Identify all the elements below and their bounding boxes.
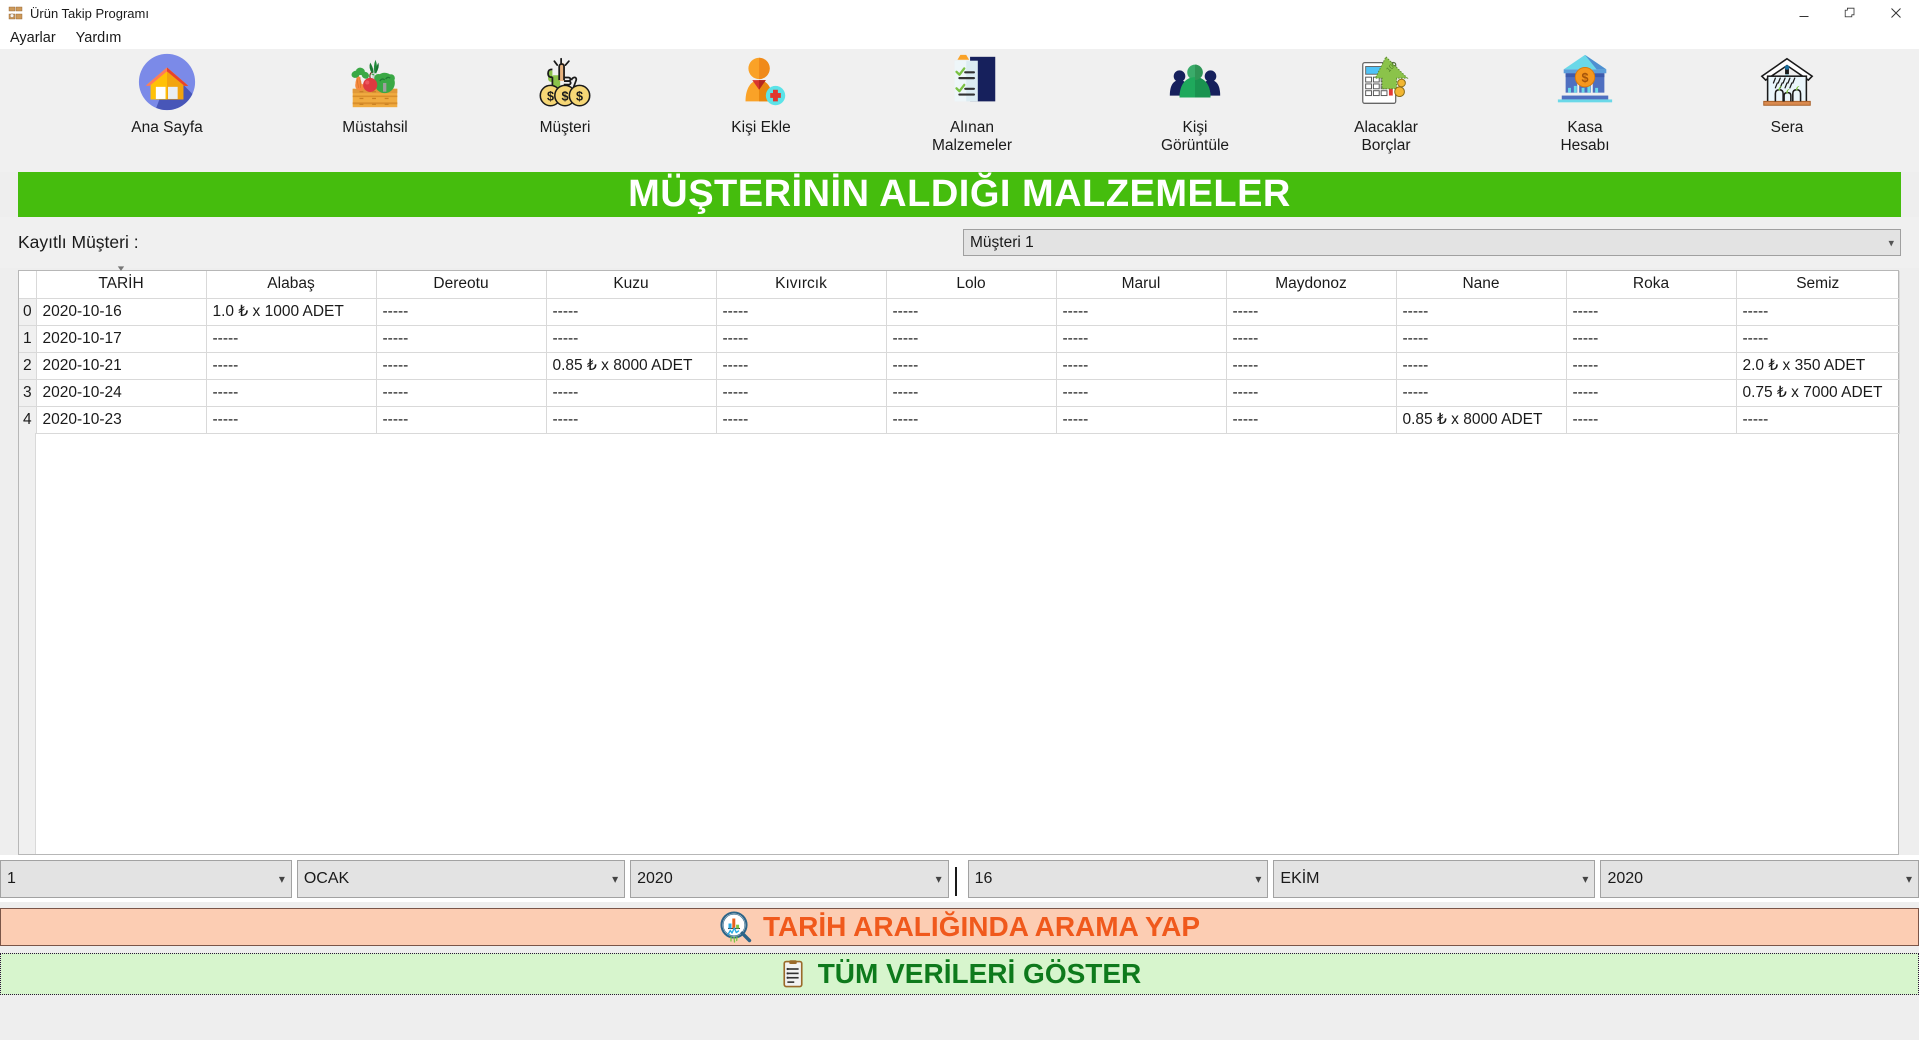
svg-text:$: $ (576, 89, 583, 103)
svg-text:$: $ (1582, 71, 1589, 85)
svg-text:$: $ (547, 89, 554, 103)
svg-text:$: $ (562, 89, 569, 103)
